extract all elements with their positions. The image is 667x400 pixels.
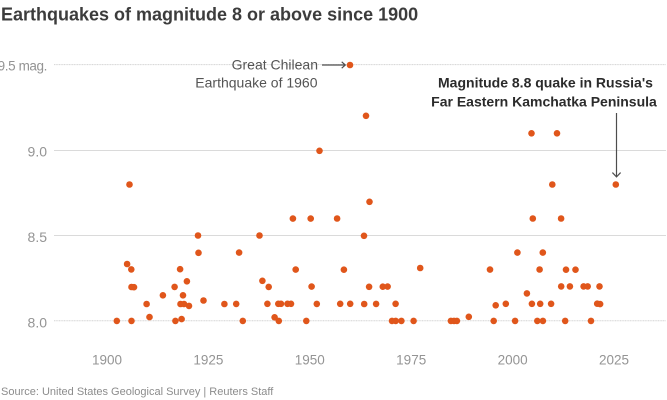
svg-text:1950: 1950 <box>295 352 325 367</box>
svg-text:Earthquake of 1960: Earthquake of 1960 <box>195 75 317 91</box>
svg-text:Great Chilean: Great Chilean <box>232 57 318 73</box>
svg-text:2025: 2025 <box>599 352 629 367</box>
svg-text:1975: 1975 <box>396 352 426 367</box>
svg-text:8.0: 8.0 <box>28 314 48 330</box>
svg-text:Magnitude 8.8 quake in Russia': Magnitude 8.8 quake in Russia's <box>438 75 653 91</box>
svg-text:Far Eastern Kamchatka Peninsul: Far Eastern Kamchatka Peninsula <box>431 94 657 110</box>
svg-text:8.5: 8.5 <box>28 229 48 245</box>
svg-text:9.0: 9.0 <box>28 144 48 160</box>
svg-text:2000: 2000 <box>498 352 528 367</box>
svg-text:1925: 1925 <box>193 352 223 367</box>
svg-text:Source: United States Geologic: Source: United States Geological Survey … <box>1 386 274 398</box>
svg-text:1900: 1900 <box>92 352 122 367</box>
svg-text:Earthquakes of magnitude 8 or: Earthquakes of magnitude 8 or above sinc… <box>1 5 418 25</box>
svg-text:9.5 mag.: 9.5 mag. <box>0 58 47 73</box>
